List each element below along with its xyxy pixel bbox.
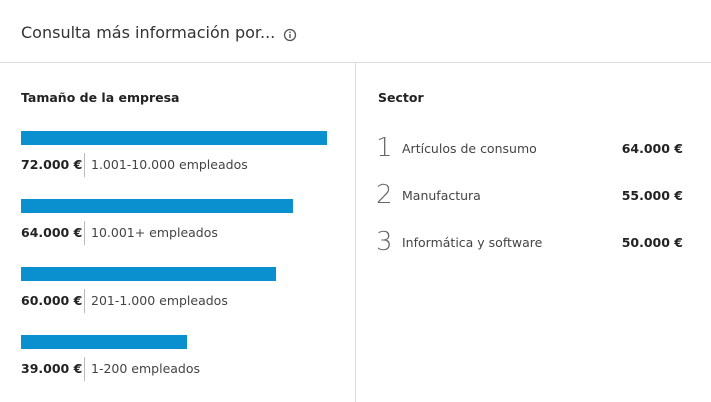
bar-value: 39.000 € (21, 361, 83, 376)
sector-name: Manufactura (402, 188, 481, 203)
separator (84, 357, 85, 381)
bar (21, 335, 187, 349)
info-icon[interactable] (283, 28, 297, 42)
bar-value: 60.000 € (21, 293, 83, 308)
rank: 3 (376, 227, 393, 257)
separator (84, 221, 85, 245)
bar-label: 10.001+ empleados (91, 225, 218, 240)
header-divider (0, 62, 711, 63)
section-title: Tamaño de la empresa (21, 90, 180, 105)
bar-label: 201-1.000 empleados (91, 293, 228, 308)
bar-value: 64.000 € (21, 225, 83, 240)
sector-value: 55.000 € (621, 188, 683, 203)
separator (84, 289, 85, 313)
header-title: Consulta más información por... (21, 23, 276, 42)
section-title: Sector (378, 90, 424, 105)
bar (21, 267, 276, 281)
bar-value: 72.000 € (21, 157, 83, 172)
bar (21, 131, 327, 145)
bar-label: 1.001-10.000 empleados (91, 157, 248, 172)
sector-name: Informática y software (402, 235, 543, 250)
bar (21, 199, 293, 213)
sector-name: Artículos de consumo (402, 141, 537, 156)
rank: 2 (376, 180, 393, 210)
bar-label: 1-200 empleados (91, 361, 201, 376)
sector-value: 64.000 € (621, 141, 683, 156)
separator (84, 153, 85, 177)
sector-value: 50.000 € (621, 235, 683, 250)
panel-divider (355, 63, 356, 402)
rank: 1 (376, 133, 393, 163)
